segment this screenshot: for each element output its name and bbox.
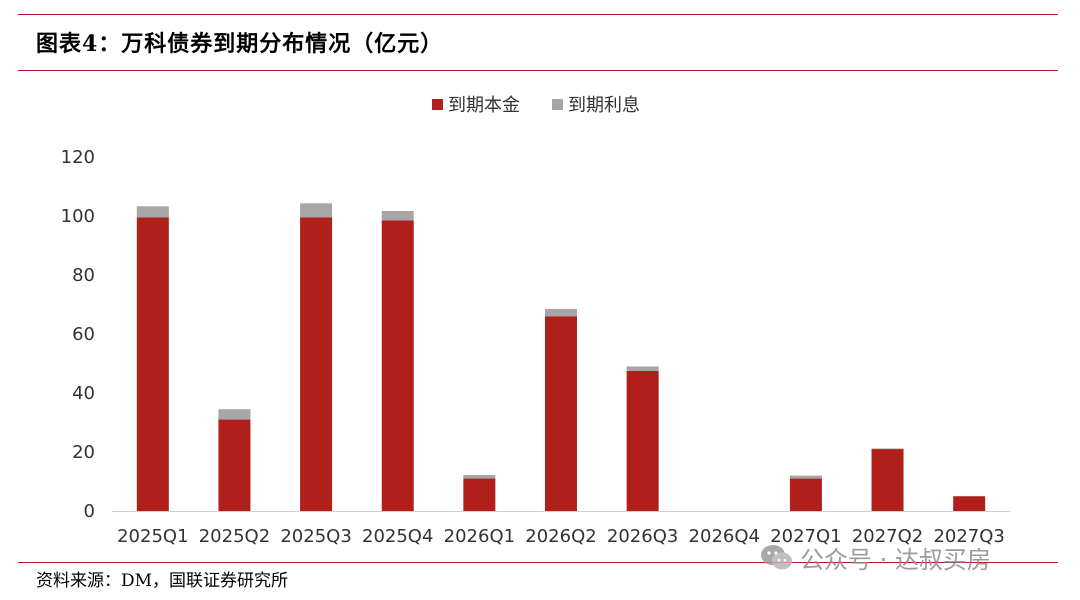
y-tick-label: 100 bbox=[61, 206, 95, 227]
chart-title: 图表4：万科债券到期分布情况（亿元） bbox=[36, 31, 444, 57]
bar-principal-2025Q1 bbox=[136, 217, 169, 511]
y-tick-label: 40 bbox=[72, 383, 95, 404]
bars bbox=[136, 203, 986, 512]
bar-interest-2026Q3 bbox=[626, 366, 659, 371]
title-rule bbox=[18, 70, 1058, 71]
watermark-text: 公众号 · 达叔买房 bbox=[800, 546, 991, 574]
legend-swatch bbox=[432, 99, 443, 110]
source-note: 资料来源：DM，国联证券研究所 bbox=[36, 571, 289, 591]
bar-interest-2027Q2 bbox=[871, 448, 904, 450]
bar-interest-2025Q1 bbox=[136, 206, 169, 218]
x-tick-label: 2026Q2 bbox=[525, 526, 596, 547]
bar-interest-2025Q4 bbox=[381, 210, 414, 221]
bar-interest-2027Q1 bbox=[789, 475, 822, 479]
bar-principal-2027Q1 bbox=[789, 478, 822, 511]
top-rule bbox=[18, 14, 1058, 15]
bottom-rule bbox=[18, 562, 1058, 563]
x-tick-label: 2026Q1 bbox=[444, 526, 515, 547]
bar-principal-2027Q3 bbox=[953, 496, 986, 511]
x-tick-label: 2027Q3 bbox=[933, 526, 1004, 547]
y-tick-label: 20 bbox=[72, 442, 95, 463]
x-tick-label: 2026Q3 bbox=[607, 526, 678, 547]
y-axis: 0 20 40 60 80 100 120 bbox=[61, 147, 95, 522]
legend: 到期本金 到期利息 bbox=[432, 95, 640, 116]
bar-principal-2027Q2 bbox=[871, 449, 904, 511]
y-tick-label: 60 bbox=[72, 324, 95, 345]
y-tick-label: 0 bbox=[84, 501, 95, 522]
x-tick-label: 2025Q4 bbox=[362, 526, 433, 547]
watermark: 公众号 · 达叔买房 bbox=[760, 540, 991, 575]
bar-principal-2025Q4 bbox=[381, 220, 414, 512]
bar-interest-2025Q2 bbox=[218, 409, 251, 420]
x-tick-label: 2025Q2 bbox=[199, 526, 270, 547]
y-tick-label: 80 bbox=[72, 265, 95, 286]
x-tick-label: 2027Q2 bbox=[852, 526, 923, 547]
y-tick-label: 120 bbox=[61, 147, 95, 168]
wechat-icon bbox=[761, 544, 792, 569]
bar-interest-2026Q1 bbox=[463, 475, 496, 479]
x-tick-label: 2025Q1 bbox=[117, 526, 188, 547]
legend-label: 到期本金 bbox=[448, 95, 520, 116]
x-tick-label: 2026Q4 bbox=[689, 526, 760, 547]
x-axis: 2025Q1 2025Q2 2025Q3 2025Q4 2026Q1 2026Q2 2026… bbox=[112, 511, 1010, 547]
bar-principal-2026Q1 bbox=[463, 478, 496, 511]
bar-interest-2026Q2 bbox=[545, 308, 577, 317]
x-tick-label: 2027Q1 bbox=[770, 526, 841, 547]
legend-swatch bbox=[552, 99, 563, 110]
bar-interest-2025Q3 bbox=[300, 203, 333, 218]
bar-principal-2025Q3 bbox=[300, 217, 333, 511]
bar-principal-2025Q2 bbox=[218, 419, 251, 511]
x-tick-label: 2025Q3 bbox=[280, 526, 351, 547]
bar-principal-2026Q2 bbox=[545, 316, 577, 511]
legend-label: 到期利息 bbox=[568, 95, 640, 116]
bar-principal-2026Q3 bbox=[626, 370, 659, 511]
